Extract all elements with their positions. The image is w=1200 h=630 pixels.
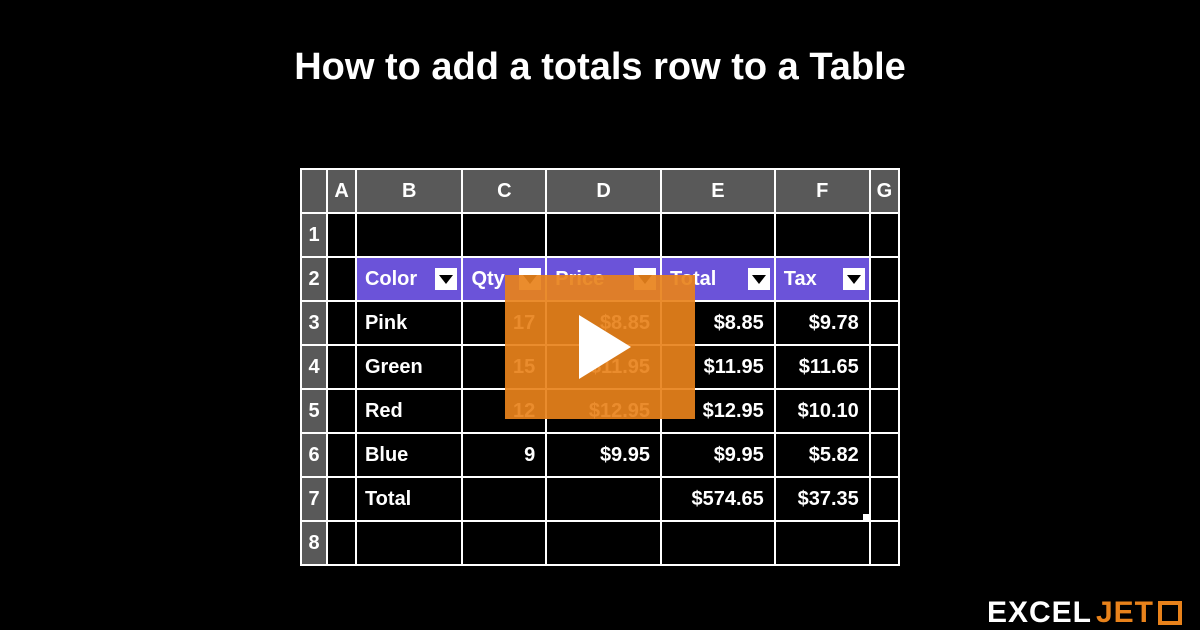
cell-b8[interactable]: [356, 521, 463, 565]
cell-f7-tax-total[interactable]: $37.35: [775, 477, 870, 521]
cell-b1[interactable]: [356, 213, 463, 257]
cell-a5[interactable]: [327, 389, 356, 433]
filter-button-color[interactable]: [435, 268, 457, 290]
row-header-7[interactable]: 7: [301, 477, 327, 521]
cell-d7[interactable]: [546, 477, 661, 521]
cell-d6[interactable]: $9.95: [546, 433, 661, 477]
exceljet-logo: EXCELJET: [987, 596, 1182, 630]
filter-button-tax[interactable]: [843, 268, 865, 290]
cell-e6[interactable]: $9.95: [661, 433, 775, 477]
cell-b6[interactable]: Blue: [356, 433, 463, 477]
totals-tax-value: $37.35: [798, 488, 859, 511]
cell-e1[interactable]: [661, 213, 775, 257]
row-6: 6 Blue 9 $9.95 $9.95 $5.82: [301, 433, 899, 477]
cell-b5[interactable]: Red: [356, 389, 463, 433]
chevron-down-icon: [847, 275, 861, 284]
col-header-b[interactable]: B: [356, 169, 463, 213]
cell-c6[interactable]: 9: [462, 433, 546, 477]
chevron-down-icon: [439, 275, 453, 284]
row-header-5[interactable]: 5: [301, 389, 327, 433]
selection-handle[interactable]: [863, 514, 870, 521]
cell-g5[interactable]: [870, 389, 899, 433]
row-header-4[interactable]: 4: [301, 345, 327, 389]
col-header-d[interactable]: D: [546, 169, 661, 213]
col-header-e[interactable]: E: [661, 169, 775, 213]
cell-f3[interactable]: $9.78: [775, 301, 870, 345]
cell-d1[interactable]: [546, 213, 661, 257]
cell-g4[interactable]: [870, 345, 899, 389]
cell-a7[interactable]: [327, 477, 356, 521]
row-header-2[interactable]: 2: [301, 257, 327, 301]
col-header-a[interactable]: A: [327, 169, 356, 213]
row-header-1[interactable]: 1: [301, 213, 327, 257]
col-header-c[interactable]: C: [462, 169, 546, 213]
cell-c7[interactable]: [462, 477, 546, 521]
cell-a4[interactable]: [327, 345, 356, 389]
cell-f5[interactable]: $10.10: [775, 389, 870, 433]
row-1: 1: [301, 213, 899, 257]
play-icon: [579, 315, 631, 379]
cell-g8[interactable]: [870, 521, 899, 565]
column-header-row: A B C D E F G: [301, 169, 899, 213]
col-header-g[interactable]: G: [870, 169, 899, 213]
chevron-down-icon: [752, 275, 766, 284]
cell-a6[interactable]: [327, 433, 356, 477]
filter-button-total[interactable]: [748, 268, 770, 290]
logo-square-icon: [1158, 601, 1182, 625]
cell-b3[interactable]: Pink: [356, 301, 463, 345]
cell-f4[interactable]: $11.65: [775, 345, 870, 389]
cell-g3[interactable]: [870, 301, 899, 345]
cell-b7-total-label[interactable]: Total: [356, 477, 463, 521]
row-header-3[interactable]: 3: [301, 301, 327, 345]
row-8: 8: [301, 521, 899, 565]
cell-e7-total[interactable]: $574.65: [661, 477, 775, 521]
cell-g2[interactable]: [870, 257, 899, 301]
cell-a2[interactable]: [327, 257, 356, 301]
cell-a1[interactable]: [327, 213, 356, 257]
cell-g6[interactable]: [870, 433, 899, 477]
page-title: How to add a totals row to a Table: [0, 0, 1200, 89]
play-button[interactable]: [505, 275, 695, 419]
cell-f1[interactable]: [775, 213, 870, 257]
row-header-8[interactable]: 8: [301, 521, 327, 565]
table-header-label: Qty: [471, 268, 504, 290]
table-header-tax[interactable]: Tax: [775, 257, 870, 301]
cell-f8[interactable]: [775, 521, 870, 565]
cell-d8[interactable]: [546, 521, 661, 565]
cell-c8[interactable]: [462, 521, 546, 565]
cell-b4[interactable]: Green: [356, 345, 463, 389]
row-7-totals: 7 Total $574.65 $37.35: [301, 477, 899, 521]
cell-a3[interactable]: [327, 301, 356, 345]
cell-c1[interactable]: [462, 213, 546, 257]
table-header-color[interactable]: Color: [356, 257, 463, 301]
cell-f6[interactable]: $5.82: [775, 433, 870, 477]
cell-e8[interactable]: [661, 521, 775, 565]
cell-a8[interactable]: [327, 521, 356, 565]
col-header-f[interactable]: F: [775, 169, 870, 213]
select-all-corner[interactable]: [301, 169, 327, 213]
table-header-label: Color: [365, 268, 417, 290]
row-header-6[interactable]: 6: [301, 433, 327, 477]
logo-text-jet: JET: [1096, 596, 1154, 630]
table-header-label: Tax: [784, 268, 817, 290]
cell-g1[interactable]: [870, 213, 899, 257]
logo-text-excel: EXCEL: [987, 596, 1092, 630]
cell-g7[interactable]: [870, 477, 899, 521]
